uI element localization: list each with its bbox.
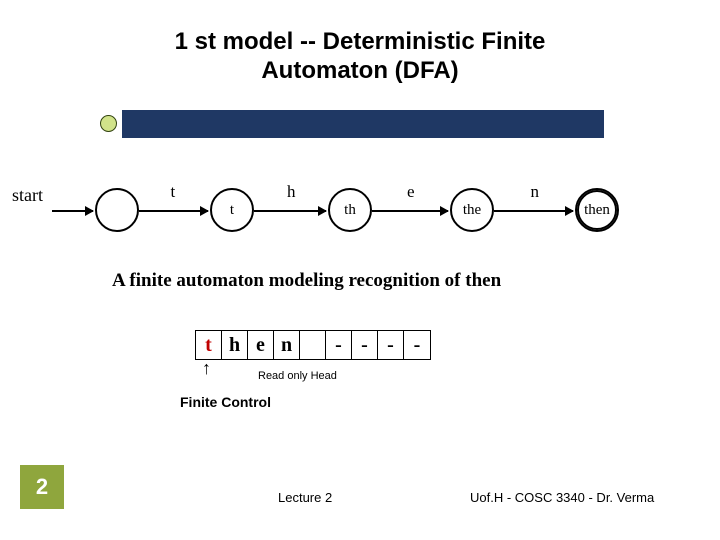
slide-number: 2 — [20, 465, 64, 509]
tape-cell-1: h — [222, 331, 248, 359]
edge-2 — [372, 210, 448, 212]
title-line2: Automaton (DFA) — [0, 57, 720, 86]
state-1: t — [210, 188, 254, 232]
tape-cell-5: - — [326, 331, 352, 359]
start-arrow — [52, 210, 93, 212]
tape-cell-7: - — [378, 331, 404, 359]
title-line1: 1 st model -- Deterministic Finite — [0, 28, 720, 57]
title-underline — [122, 110, 604, 138]
edge-1 — [254, 210, 326, 212]
tape: then---- — [195, 330, 431, 360]
diagram-caption: A finite automaton modeling recognition … — [112, 270, 501, 292]
footer-center: Lecture 2 — [278, 490, 332, 505]
tape-cell-0: t — [196, 331, 222, 359]
tape-cell-8: - — [404, 331, 430, 359]
tape-cell-3: n — [274, 331, 300, 359]
finite-control-label: Finite Control — [180, 394, 271, 410]
edge-0 — [139, 210, 208, 212]
state-3: the — [450, 188, 494, 232]
edge-label-1: h — [287, 182, 296, 202]
readonly-head-label: Read only Head — [258, 370, 337, 382]
edge-label-2: e — [407, 182, 415, 202]
tape-cell-4 — [300, 331, 326, 359]
footer-right: Uof.H - COSC 3340 - Dr. Verma — [470, 490, 654, 505]
start-label: start — [12, 185, 43, 206]
state-4: then — [575, 188, 619, 232]
edge-label-3: n — [531, 182, 540, 202]
bullet-point-icon — [100, 115, 117, 132]
edge-label-0: t — [171, 182, 176, 202]
state-2: th — [328, 188, 372, 232]
edge-3 — [494, 210, 573, 212]
state-0 — [95, 188, 139, 232]
tape-cell-2: e — [248, 331, 274, 359]
head-arrow-icon: ↑ — [202, 358, 211, 379]
dfa-diagram: start tththethenthen — [30, 170, 690, 270]
tape-cell-6: - — [352, 331, 378, 359]
